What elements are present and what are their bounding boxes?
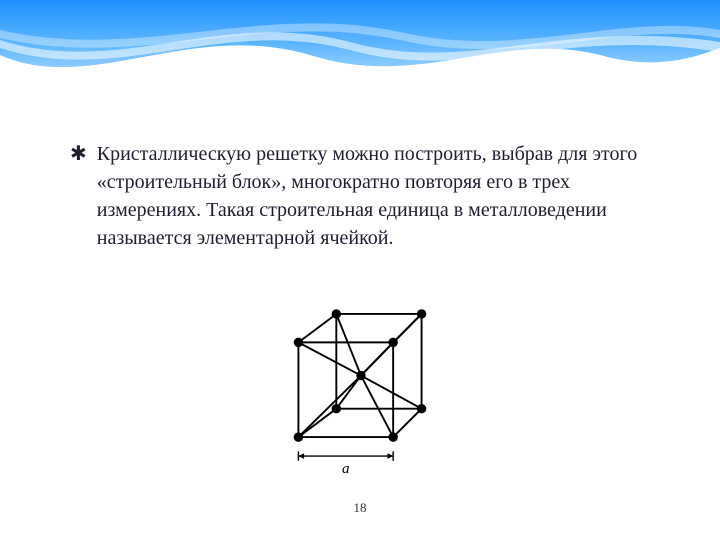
unit-cell-diagram: a xyxy=(270,290,450,480)
bullet-text: Кристаллическую решетку можно построить,… xyxy=(97,140,660,252)
slide-header-wave xyxy=(0,0,720,100)
bullet-marker: ✱ xyxy=(70,140,87,168)
svg-text:a: a xyxy=(342,460,350,477)
content-area: ✱ Кристаллическую решетку можно построит… xyxy=(70,140,660,252)
bullet-item: ✱ Кристаллическую решетку можно построит… xyxy=(70,140,660,252)
page-number: 18 xyxy=(0,500,720,516)
diagram-container: a xyxy=(0,290,720,480)
